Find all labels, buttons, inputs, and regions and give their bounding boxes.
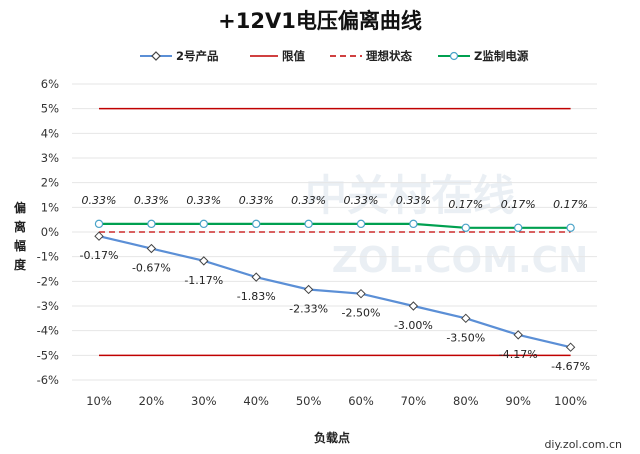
series-z-marker-9: [566, 223, 575, 233]
y-axis-title-text: 偏离幅度: [14, 200, 27, 272]
series-2-data-label-2: -1.17%: [184, 274, 223, 287]
watermark-text: diy.zol.com.cn: [544, 438, 622, 451]
series-2-marker-5: [356, 288, 366, 299]
series-2-marker-0: [94, 231, 104, 241]
legend: 2号产品 限值 理想状态 Z监制电源: [140, 49, 529, 63]
x-tick-label-0: 10%: [86, 394, 112, 408]
x-tick-label-6: 70%: [401, 394, 427, 408]
series-z-data-label-7: 0.17%: [448, 198, 483, 211]
y-axis-title-char-3: 度: [14, 257, 27, 272]
x-tick-label-1: 20%: [139, 394, 165, 408]
x-tick-label-9: 100%: [554, 394, 587, 408]
series-2-data-label-9: -4.67%: [551, 360, 590, 373]
series-2-data-label-3: -1.83%: [237, 290, 276, 303]
series-lines: [98, 107, 571, 357]
series-z-data-label-2: 0.33%: [186, 194, 221, 207]
series-2-marker-9: [565, 342, 576, 352]
legend-item-series-4: Z监制电源: [438, 49, 529, 63]
series-z-data-label-0: 0.33%: [82, 194, 117, 207]
x-tick-label-3: 40%: [243, 394, 269, 408]
chart-title: +12V1电压偏离曲线: [218, 9, 422, 33]
data-labels: 0.33% 0.33% 0.33% 0.33% 0.33% 0.33% 0.33% 0.17%…: [80, 194, 591, 373]
x-tick-label-8: 90%: [505, 394, 531, 408]
x-tick-label-7: 80%: [453, 394, 479, 408]
series-z-marker-8: [514, 223, 523, 233]
series-2-data-label-1: -0.67%: [132, 262, 171, 275]
y-tick-label-12: -6%: [37, 373, 59, 387]
legend-item-series-2: 限值: [250, 49, 305, 63]
series-2-data-label-5: -2.50%: [342, 307, 381, 320]
legend-item-series-3: 理想状态: [330, 49, 412, 63]
y-tick-label-7: -1%: [37, 250, 59, 264]
series-2-data-label-6: -3.00%: [394, 319, 433, 332]
x-tick-label-5: 60%: [348, 394, 374, 408]
series-2-marker-2: [199, 256, 209, 266]
series-z-marker-6: [409, 219, 418, 229]
series-z-data-label-8: 0.17%: [501, 198, 536, 211]
series-z-marker-2: [199, 219, 208, 229]
series-2-data-label-0: -0.17%: [80, 249, 119, 262]
watermark-logo: 中关村在线 ZOL.COM.CN: [305, 171, 588, 281]
y-tick-label-9: -3%: [37, 299, 59, 313]
series-z-line: [99, 222, 571, 229]
series-z-marker-3: [252, 219, 261, 229]
x-axis-ticks: 10% 20% 30% 40% 50% 60% 70% 80% 90% 100%: [86, 394, 587, 408]
series-2-data-label-8: -4.17%: [499, 348, 538, 361]
y-tick-label-10: -4%: [37, 324, 59, 338]
legend-marker-series-1: [151, 51, 161, 61]
series-2-data-label-7: -3.50%: [446, 331, 485, 344]
y-tick-label-3: 3%: [41, 151, 59, 165]
legend-label-series-4: Z监制电源: [474, 49, 529, 63]
y-tick-label-11: -5%: [37, 348, 59, 362]
legend-item-series-1: 2号产品: [140, 49, 219, 63]
series-2-marker-3: [251, 272, 261, 282]
series-markers: [94, 219, 576, 352]
legend-label-series-1: 2号产品: [176, 49, 219, 63]
y-tick-label-4: 2%: [41, 176, 59, 190]
x-tick-label-2: 30%: [191, 394, 217, 408]
x-tick-label-4: 50%: [296, 394, 322, 408]
series-2-marker-1: [146, 243, 157, 254]
y-axis-title-char-2: 幅: [14, 238, 26, 253]
y-tick-label-0: 6%: [41, 77, 59, 91]
series-z-marker-7: [461, 223, 470, 233]
series-2-marker-4: [303, 284, 314, 295]
series-2-marker-6: [408, 301, 419, 311]
series-z-data-label-9: 0.17%: [553, 198, 588, 211]
y-axis-title: 偏离幅度: [14, 200, 27, 272]
y-axis-ticks: 6% 5% 4% 3% 2% 1% 0% -1% -2% -3% -4% -5% -6%: [37, 77, 59, 387]
series-z-data-label-1: 0.33%: [134, 194, 169, 207]
legend-label-series-2: 限值: [282, 49, 305, 63]
series-z-marker-5: [356, 219, 366, 229]
watermark-logo-text: 中关村在线: [305, 171, 515, 220]
y-axis-title-char-1: 离: [14, 219, 26, 234]
series-z-data-label-5: 0.33%: [344, 194, 379, 207]
legend-marker-series-4: [449, 51, 459, 61]
series-z-data-label-4: 0.33%: [291, 194, 326, 207]
series-2-line: [98, 235, 571, 349]
watermark-logo-subtext: ZOL.COM.CN: [332, 240, 588, 281]
series-z-data-label-6: 0.33%: [396, 194, 431, 207]
legend-label-series-3: 理想状态: [366, 49, 412, 63]
series-z-marker-1: [147, 219, 156, 229]
y-tick-label-2: 4%: [41, 126, 59, 140]
y-axis-title-char-0: 偏: [14, 200, 26, 215]
series-2-data-label-4: -2.33%: [289, 302, 328, 315]
y-tick-label-5: 1%: [41, 200, 59, 214]
series-z-marker-0: [94, 219, 104, 229]
series-2-marker-7: [461, 313, 471, 324]
y-tick-label-8: -2%: [37, 274, 59, 288]
series-z-marker-4: [304, 219, 313, 229]
series-z-data-label-3: 0.33%: [239, 194, 274, 207]
series-2-marker-8: [513, 330, 523, 340]
x-axis-title: 负载点: [314, 430, 350, 445]
y-tick-label-1: 5%: [41, 102, 59, 116]
y-tick-label-6: 0%: [41, 225, 59, 239]
